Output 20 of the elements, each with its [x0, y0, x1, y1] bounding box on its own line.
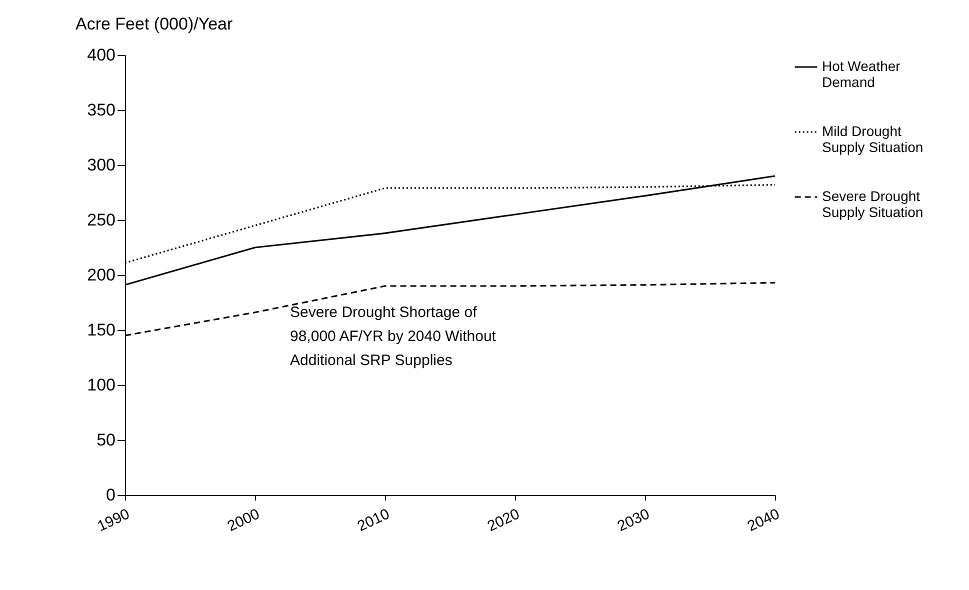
y-tick-label: 300 [87, 156, 116, 174]
x-tick-label: 2020 [484, 506, 522, 536]
y-tick-label: 150 [87, 320, 116, 340]
y-tick-label: 400 [87, 46, 116, 64]
y-tick-label: 100 [87, 376, 116, 394]
y-tick-label: 50 [96, 430, 116, 450]
y-tick-label: 0 [106, 486, 116, 504]
annotation: Severe Drought Shortage of 98,000 AF/YR by 2040 Without Additional SRP Supplies [290, 304, 497, 369]
y-tick-label: 350 [87, 100, 116, 120]
y-axis-title: Acre Feet (000)/Year [76, 14, 234, 34]
x-tick-label: 1990 [94, 506, 132, 536]
x-tick-label: 2000 [224, 506, 262, 536]
legend-label: Mild Drought Supply Situation [822, 123, 924, 155]
x-tick-label: 2040 [744, 506, 782, 536]
x-tick-label: 2030 [614, 506, 652, 536]
y-tick-label: 200 [87, 266, 116, 284]
legend-label: Severe Drought Supply Situation [822, 188, 924, 220]
y-tick-label: 250 [87, 210, 116, 230]
legend-label: Hot Weather Demand [822, 58, 901, 90]
x-tick-label: 2010 [354, 506, 392, 536]
